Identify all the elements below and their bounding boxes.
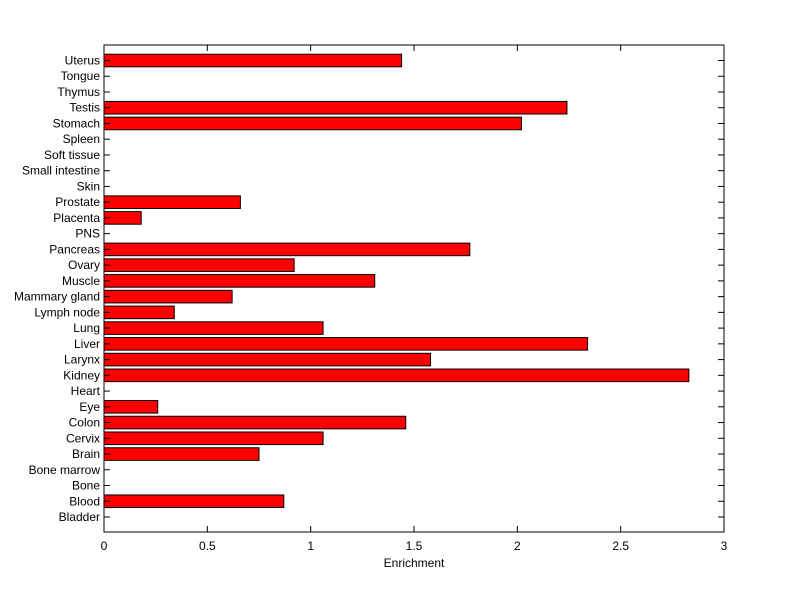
y-tick-label: Blood: [69, 494, 100, 508]
y-tick-label: Lymph node: [34, 305, 100, 319]
y-tick-label: Lung: [73, 321, 100, 335]
x-ticks-group: 0 0.5 1 1.5 2 2.5 3: [101, 45, 728, 553]
y-tick-label: Cervix: [66, 431, 100, 445]
bar-ovary: [103, 258, 295, 272]
y-tick-label: PNS: [75, 227, 100, 241]
y-tick-label: Mammary gland: [14, 290, 100, 304]
y-tick-label: Eye: [79, 400, 100, 414]
x-tick-label: 2: [514, 539, 521, 553]
y-tick-label: Ovary: [68, 258, 100, 272]
bar-lymph-node: [103, 305, 175, 320]
x-tick-label: 1: [307, 539, 314, 553]
y-tick-label: Small intestine: [22, 164, 100, 178]
bar-prostate: [103, 195, 241, 209]
y-tick-label: Bone marrow: [29, 463, 101, 477]
bar-testis: [103, 100, 568, 115]
x-tick-label: 0: [101, 539, 108, 553]
bar-kidney: [103, 368, 690, 383]
bar-pancreas: [103, 242, 471, 257]
bar-brain: [103, 447, 260, 461]
x-tick-label: 0.5: [199, 539, 216, 553]
bar-mammary-gland: [103, 289, 233, 304]
bar-lung: [103, 321, 324, 335]
y-tick-label: Colon: [69, 416, 100, 430]
bar-cervix: [103, 431, 324, 446]
bar-liver: [103, 337, 589, 351]
y-tick-label: Tongue: [61, 69, 101, 83]
x-tick-label: 2.5: [612, 539, 629, 553]
y-tick-label: Muscle: [62, 274, 100, 288]
bar-stomach: [103, 116, 522, 131]
y-tick-label: Spleen: [63, 132, 100, 146]
y-tick-label: Skin: [77, 179, 100, 193]
y-tick-label: Testis: [69, 101, 100, 115]
y-tick-label: Pancreas: [49, 242, 100, 256]
bar-colon: [103, 415, 407, 430]
y-tick-label: Uterus: [65, 54, 100, 68]
bar-muscle: [103, 274, 376, 288]
y-tick-label: Bladder: [59, 510, 100, 524]
bar-uterus: [103, 53, 403, 68]
y-tick-label: Larynx: [64, 353, 100, 367]
y-tick-label: Soft tissue: [44, 148, 100, 162]
y-tick-label: Heart: [71, 384, 101, 398]
y-tick-label: Bone: [72, 479, 100, 493]
x-tick-label: 1.5: [406, 539, 423, 553]
y-tick-label: Placenta: [53, 211, 100, 225]
y-tick-label: Brain: [72, 447, 100, 461]
y-tick-label: Stomach: [53, 116, 100, 130]
plot-frame: [103, 44, 725, 533]
bar-blood: [103, 494, 285, 509]
y-tick-label: Kidney: [63, 368, 100, 382]
y-tick-label: Prostate: [55, 195, 100, 209]
y-tick-label: Liver: [74, 337, 100, 351]
bar-eye: [103, 400, 159, 414]
bar-larynx: [103, 352, 432, 367]
x-axis-label: Enrichment: [384, 556, 445, 570]
x-tick-label: 3: [721, 539, 728, 553]
y-tick-label: Thymus: [57, 85, 100, 99]
